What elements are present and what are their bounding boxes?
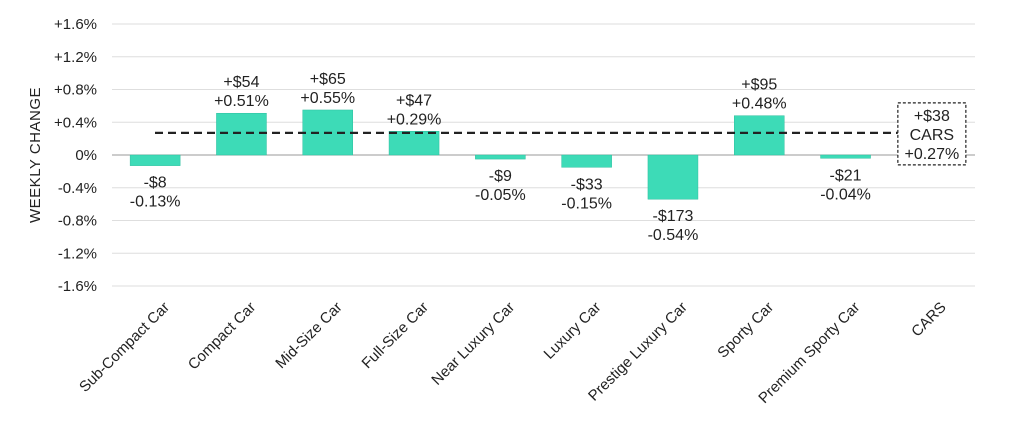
data-label-percent: +0.51% [214, 93, 269, 110]
y-axis-label: WEEKLY CHANGE [27, 87, 44, 223]
x-tick-label: Mid-Size Car [272, 299, 345, 372]
data-label-dollar: -$9 [489, 168, 512, 185]
reference-label-line: +0.27% [904, 146, 959, 163]
reference-label-line: CARS [910, 127, 954, 144]
data-label-percent: -0.15% [561, 195, 612, 212]
bar [388, 131, 440, 156]
bar [820, 154, 871, 159]
x-tick-label: Sporty Car [714, 299, 777, 362]
bar [216, 112, 267, 156]
data-label-dollar: +$95 [741, 77, 777, 94]
x-tick-label: CARS [908, 299, 949, 340]
data-label-percent: -0.54% [648, 227, 699, 244]
data-label-percent: +0.55% [300, 90, 355, 107]
reference-label-box [897, 102, 967, 166]
y-tick-label: -0.8% [58, 213, 97, 230]
data-label-dollar: +$65 [310, 71, 346, 88]
bar [734, 115, 785, 156]
x-tick-label: Compact Car [185, 299, 260, 374]
bar [129, 154, 181, 166]
data-label-dollar: +$54 [223, 74, 259, 91]
data-label-percent: -0.13% [130, 194, 181, 211]
y-tick-label: -0.4% [58, 180, 97, 197]
x-tick-label: Luxury Car [541, 299, 605, 363]
bar [561, 154, 612, 168]
x-tick-label: Sub-Compact Car [76, 299, 173, 396]
y-tick-label: +1.6% [54, 16, 97, 33]
data-labels: -$8 -0.13% +$54 +0.51% +$65 +0.55% +$47 +0.29% -… [130, 71, 871, 244]
data-label-dollar: -$21 [830, 167, 862, 184]
y-tick-label: -1.6% [58, 278, 97, 295]
bar [475, 154, 526, 160]
reference-label-line: +$38 [914, 108, 950, 125]
data-label-percent: -0.05% [475, 187, 526, 204]
x-tick-label: Prestige Luxury Car [585, 299, 691, 405]
data-label-dollar: +$47 [396, 92, 432, 109]
x-tick-label: Full-Size Car [359, 299, 432, 372]
data-label-dollar: -$173 [652, 208, 693, 225]
data-label-percent: -0.04% [820, 186, 871, 203]
bar [647, 154, 699, 200]
y-tick-label: +1.2% [54, 49, 97, 66]
data-label-dollar: -$33 [571, 176, 603, 193]
x-tick-label: Near Luxury Car [428, 299, 518, 389]
y-tick-label: +0.4% [54, 114, 97, 131]
data-label-percent: +0.29% [387, 111, 442, 128]
data-label-dollar: -$8 [144, 175, 167, 192]
reference-line-group: +$38 CARS +0.27% [155, 102, 967, 166]
y-tick-label: 0% [75, 147, 97, 164]
y-tick-label: +0.8% [54, 82, 97, 99]
data-label-percent: +0.48% [732, 96, 787, 113]
y-tick-labels: +1.6% +1.2% +0.8% +0.4% 0% -0.4% -0.8% -1.2% -1.… [54, 16, 97, 295]
y-tick-label: -1.2% [58, 245, 97, 262]
x-tick-labels: Sub-Compact Car Compact Car Mid-Size Car Fu… [76, 299, 950, 407]
